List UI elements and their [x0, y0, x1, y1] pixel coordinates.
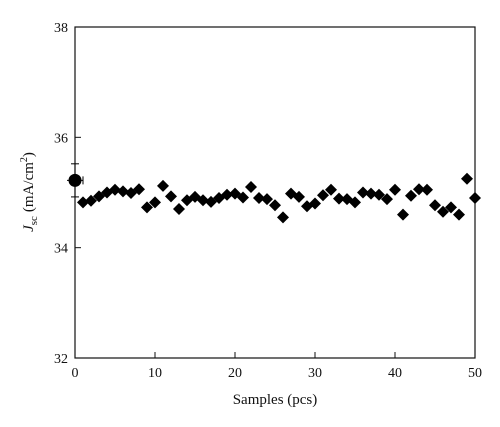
data-point-2: [85, 194, 97, 207]
data-point-43: [413, 183, 425, 196]
data-point-36: [357, 186, 369, 199]
y-tick-label-38: 38: [54, 21, 68, 36]
data-point-42: [405, 189, 417, 202]
x-tick-label-20: 20: [228, 366, 242, 381]
data-point-32: [325, 183, 337, 196]
data-point-38: [373, 188, 385, 201]
data-point-47: [445, 201, 457, 214]
x-axis-label: Samples (pcs): [233, 392, 318, 408]
data-point-11: [157, 179, 169, 192]
x-tick-label-0: 0: [72, 366, 79, 381]
mean-point: [68, 173, 82, 187]
data-point-13: [173, 203, 185, 216]
data-point-48: [453, 208, 465, 221]
data-point-19: [221, 188, 233, 201]
data-point-23: [253, 192, 265, 205]
x-tick-label-10: 10: [148, 366, 162, 381]
data-point-22: [245, 180, 257, 193]
y-tick-label-34: 34: [54, 242, 68, 257]
data-point-6: [117, 185, 129, 198]
y-axis-ticks: 32 34 36 38: [54, 21, 81, 367]
data-point-40: [389, 183, 401, 196]
y-axis-label-sup: 2: [19, 157, 30, 162]
data-point-30: [309, 197, 321, 210]
data-point-12: [165, 190, 177, 203]
data-point-46: [437, 205, 449, 218]
y-axis-label-unit: (mA/cm: [21, 162, 37, 212]
data-point-44: [421, 183, 433, 196]
data-point-9: [141, 201, 153, 214]
data-point-37: [365, 187, 377, 200]
data-point-45: [429, 199, 441, 212]
data-point-21: [237, 191, 249, 204]
data-point-41: [397, 208, 409, 221]
y-axis-label-sub: sc: [28, 216, 40, 225]
data-point-8: [133, 183, 145, 196]
data-point-49: [461, 172, 473, 185]
data-point-26: [277, 211, 289, 224]
data-point-28: [293, 190, 305, 203]
data-point-10: [149, 196, 161, 209]
data-point-39: [381, 193, 393, 206]
y-tick-label-36: 36: [54, 131, 68, 146]
data-point-35: [349, 196, 361, 209]
data-point-25: [269, 199, 281, 212]
data-point-16: [197, 194, 209, 207]
y-axis-label: Jsc (mA/cm2): [19, 152, 40, 232]
data-points: [67, 163, 481, 224]
x-axis-ticks: 0 10 20 30 40 50: [72, 352, 482, 381]
data-point-5: [109, 183, 121, 196]
x-tick-label-40: 40: [388, 366, 402, 381]
y-axis-label-close: ): [21, 152, 37, 157]
y-tick-label-32: 32: [54, 352, 68, 367]
data-point-1: [77, 196, 89, 209]
x-tick-label-30: 30: [308, 366, 322, 381]
data-point-24: [261, 193, 273, 206]
data-point-31: [317, 189, 329, 202]
x-tick-label-50: 50: [468, 366, 482, 381]
y-axis-label-main: J: [21, 224, 37, 232]
data-point-33: [333, 192, 345, 205]
data-point-50: [469, 192, 481, 205]
